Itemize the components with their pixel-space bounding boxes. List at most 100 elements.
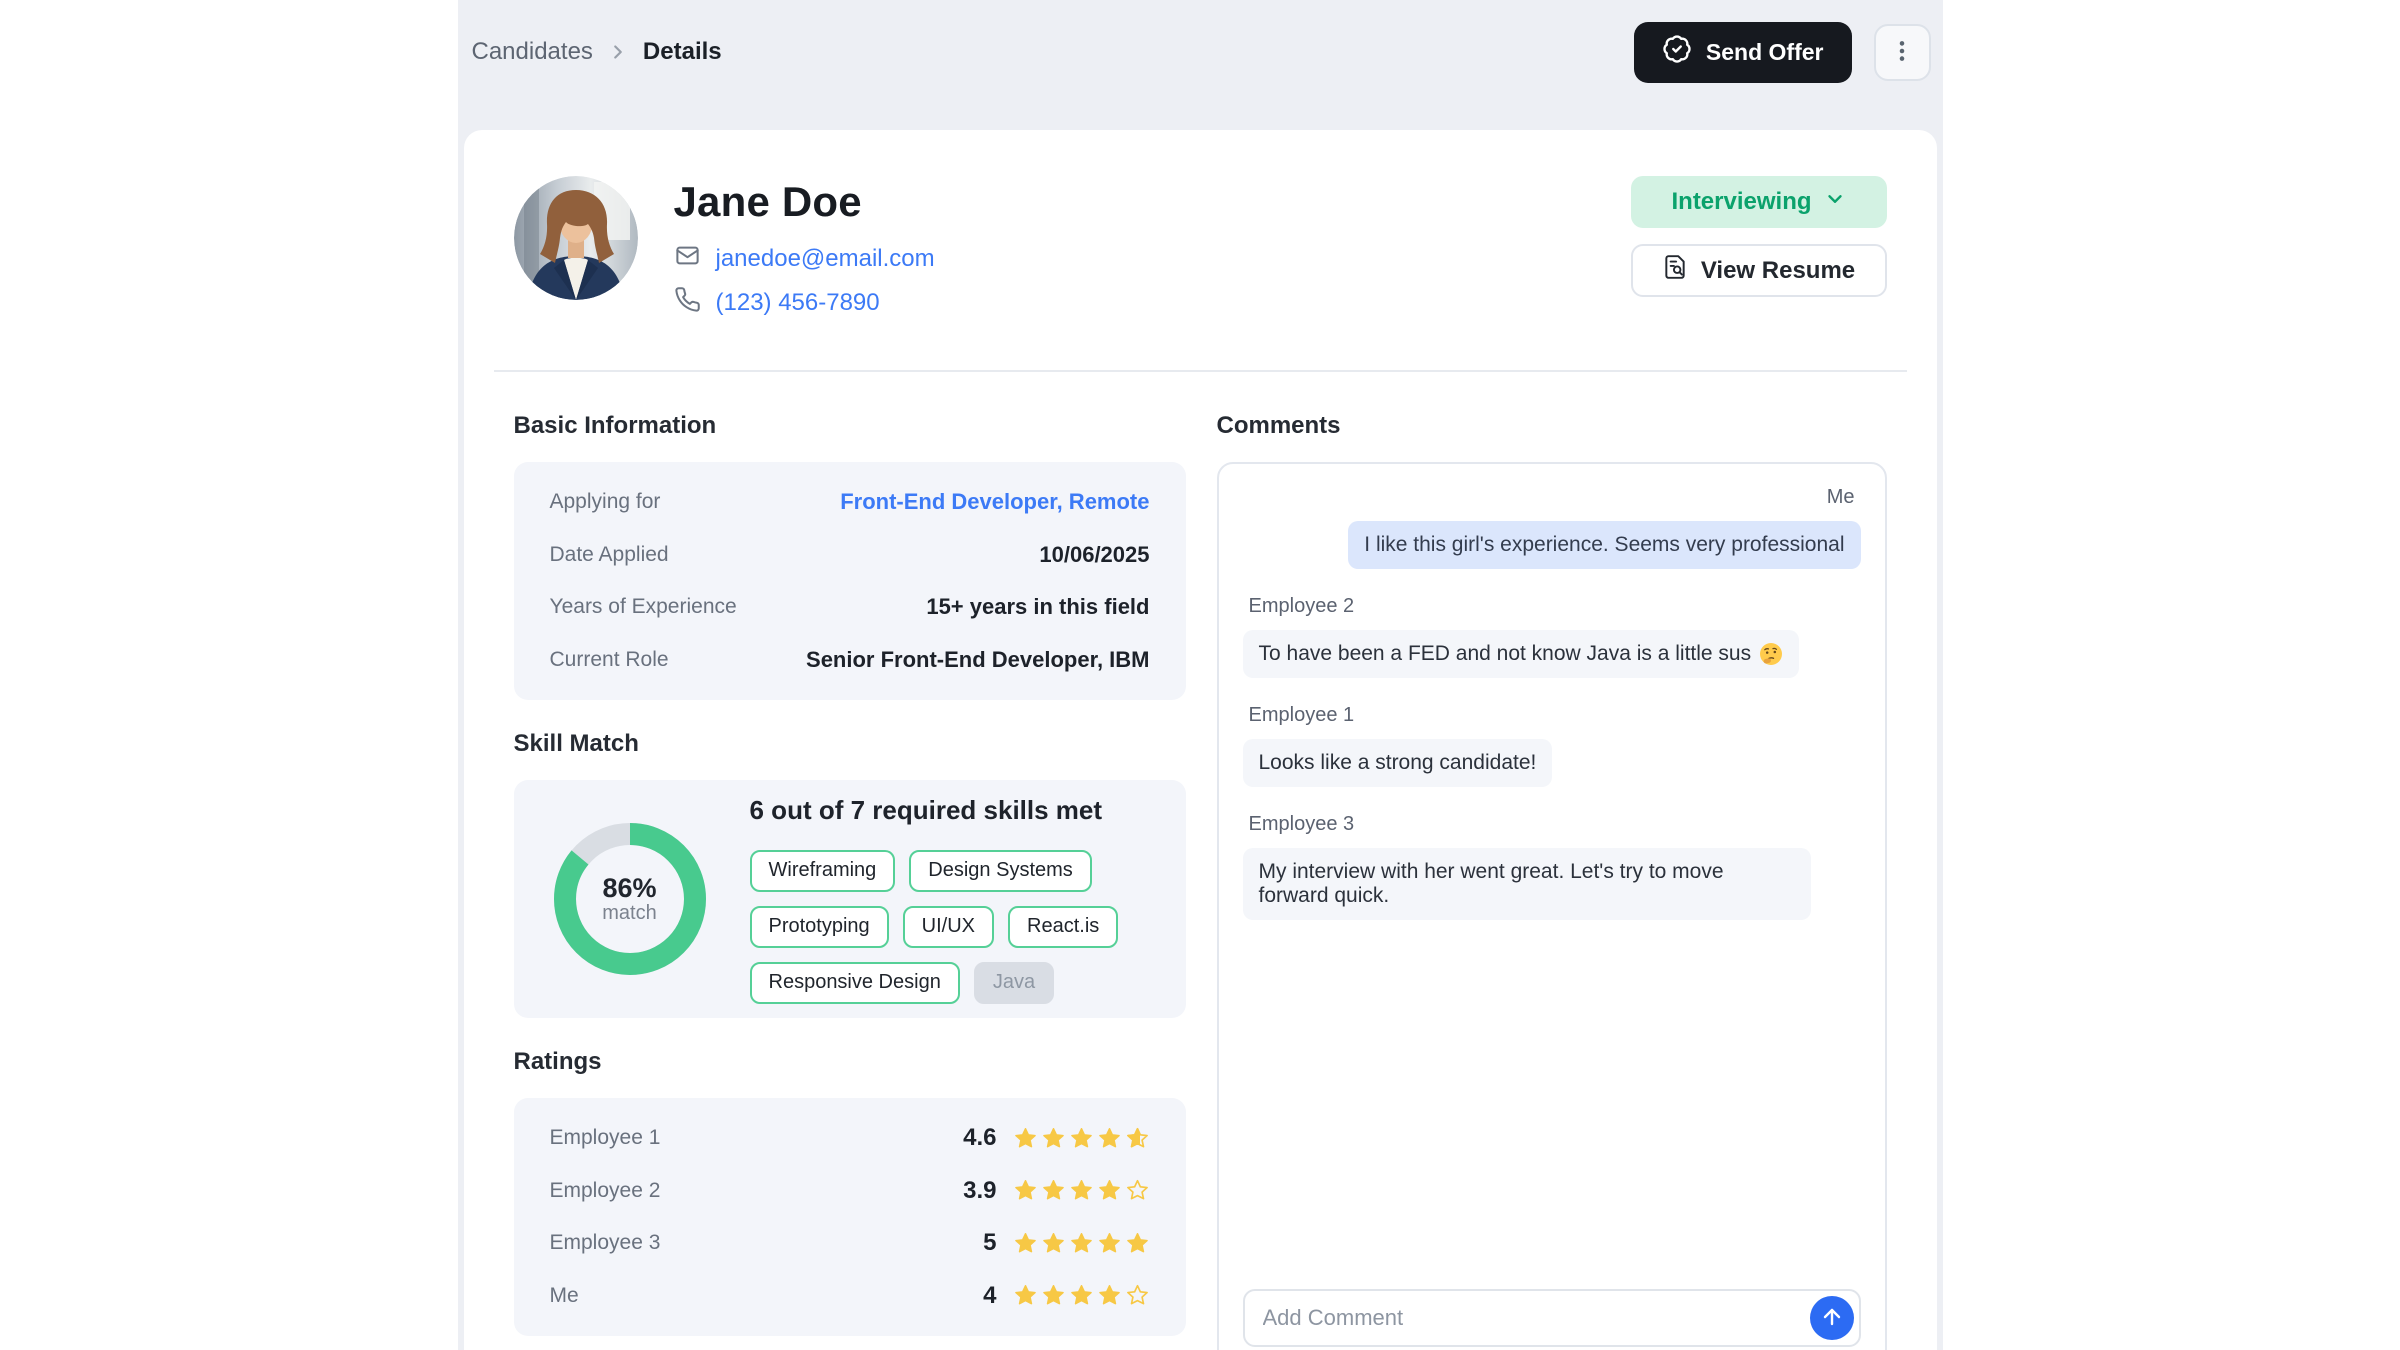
match-label: match bbox=[602, 901, 657, 924]
basic-info-panel: Applying for Front-End Developer, Remote D… bbox=[513, 462, 1186, 700]
rating-value: 5 bbox=[983, 1229, 997, 1257]
send-comment-button[interactable] bbox=[1809, 1296, 1854, 1340]
page-header: Candidates Details Send Offer bbox=[458, 0, 1943, 130]
chevron-right-icon bbox=[607, 41, 629, 63]
info-value: Senior Front-End Developer, IBM bbox=[806, 646, 1150, 672]
rating-row: Employee 1 4.6 bbox=[550, 1124, 1150, 1152]
rating-row: Me 4 bbox=[550, 1282, 1150, 1310]
view-resume-button[interactable]: View Resume bbox=[1630, 244, 1887, 297]
skill-chip-met: Responsive Design bbox=[749, 961, 960, 1004]
star-rating bbox=[1013, 1231, 1150, 1256]
badge-check-icon bbox=[1662, 34, 1692, 70]
kebab-menu-icon bbox=[1889, 38, 1915, 67]
candidate-phone[interactable]: (123) 456-7890 bbox=[715, 289, 880, 316]
info-label: Current Role bbox=[549, 647, 669, 671]
candidate-name: Jane Doe bbox=[673, 178, 862, 225]
send-offer-button[interactable]: Send Offer bbox=[1633, 21, 1852, 83]
candidate-details-page: Candidates Details Send Offer bbox=[457, 0, 1943, 1350]
rating-row: Employee 2 3.9 bbox=[550, 1177, 1150, 1205]
comment-text: Looks like a strong candidate! bbox=[1258, 751, 1537, 774]
skill-match-donut: 86% match bbox=[553, 823, 706, 975]
info-row: Current Role Senior Front-End Developer, … bbox=[550, 647, 1150, 673]
skill-chip-met: React.is bbox=[1008, 905, 1119, 948]
comment-text: My interview with her went great. Let's … bbox=[1258, 860, 1724, 907]
skill-chip-met: UI/UX bbox=[902, 905, 995, 948]
status-dropdown[interactable]: Interviewing bbox=[1630, 176, 1887, 228]
comments-title: Comments bbox=[1216, 412, 1341, 439]
section-divider bbox=[493, 370, 1907, 372]
comment-bubble: I like this girl's experience. Seems ver… bbox=[1348, 521, 1861, 569]
rating-row: Employee 3 5 bbox=[550, 1229, 1150, 1257]
status-label: Interviewing bbox=[1671, 188, 1812, 215]
info-value: 15+ years in this field bbox=[926, 594, 1150, 620]
info-label: Date Applied bbox=[549, 542, 669, 566]
skill-chip-missing: Java bbox=[973, 961, 1055, 1004]
comment-text: To have been a FED and not know Java is … bbox=[1258, 642, 1752, 665]
profile-actions: Interviewing View Resume bbox=[1630, 176, 1887, 297]
send-offer-label: Send Offer bbox=[1705, 38, 1824, 65]
ratings-panel: Employee 1 4.6 Employee 2 3.9 Employee 3 5 Me 4 bbox=[513, 1098, 1186, 1336]
details-column: Basic Information Applying for Front-End … bbox=[513, 412, 1186, 1350]
comment-message: Employee 1 Looks like a strong candidate! bbox=[1242, 704, 1861, 787]
comments-thread: Me I like this girl's experience. Seems v… bbox=[1242, 486, 1861, 1275]
basic-info-title: Basic Information bbox=[513, 412, 717, 439]
candidate-card: Jane Doe janedoe@email.com (123) 456-789… bbox=[463, 130, 1937, 1350]
comment-author: Me bbox=[1826, 486, 1855, 508]
breadcrumb-details: Details bbox=[642, 38, 722, 65]
comment-input-row bbox=[1242, 1289, 1861, 1347]
chevron-down-icon bbox=[1824, 188, 1846, 217]
rating-label: Employee 3 bbox=[549, 1231, 661, 1255]
breadcrumb: Candidates Details bbox=[472, 38, 722, 66]
skills-met-headline: 6 out of 7 required skills met bbox=[749, 794, 1103, 825]
match-percent: 86% bbox=[602, 873, 657, 904]
arrow-up-icon bbox=[1820, 1305, 1844, 1332]
comment-bubble: Looks like a strong candidate! bbox=[1242, 739, 1553, 787]
avatar bbox=[513, 176, 638, 300]
profile-header: Jane Doe janedoe@email.com (123) 456-789… bbox=[513, 176, 1887, 320]
candidate-email-row: janedoe@email.com bbox=[674, 242, 1631, 276]
add-comment-input[interactable] bbox=[1242, 1289, 1861, 1347]
more-options-button[interactable] bbox=[1873, 23, 1931, 81]
rating-label: Employee 2 bbox=[549, 1178, 661, 1202]
thinking-face-emoji bbox=[1760, 643, 1783, 665]
skill-match-panel: 86% match 6 out of 7 required skills met… bbox=[513, 780, 1186, 1018]
info-value-link[interactable]: Front-End Developer, Remote bbox=[840, 489, 1150, 515]
info-row: Years of Experience 15+ years in this fie… bbox=[550, 594, 1150, 620]
skill-chip-met: Prototyping bbox=[749, 905, 889, 948]
info-row: Applying for Front-End Developer, Remote bbox=[550, 489, 1150, 515]
comment-author: Employee 1 bbox=[1248, 704, 1355, 726]
comment-author: Employee 3 bbox=[1248, 813, 1355, 835]
phone-icon bbox=[674, 286, 701, 320]
comment-message: Employee 2 To have been a FED and not kno… bbox=[1242, 595, 1861, 678]
skill-chips: Wireframing Design Systems Prototyping UI/U… bbox=[749, 849, 1168, 1004]
view-resume-label: View Resume bbox=[1700, 256, 1856, 284]
rating-label: Employee 1 bbox=[549, 1126, 661, 1150]
candidate-identity: Jane Doe janedoe@email.com (123) 456-789… bbox=[674, 176, 1631, 320]
mail-icon bbox=[674, 242, 701, 276]
star-rating bbox=[1013, 1178, 1150, 1203]
comment-author: Employee 2 bbox=[1248, 595, 1355, 617]
rating-value: 3.9 bbox=[963, 1176, 997, 1204]
rating-value: 4 bbox=[983, 1281, 997, 1309]
ratings-title: Ratings bbox=[513, 1048, 602, 1075]
comment-message: Employee 3 My interview with her went gre… bbox=[1242, 813, 1861, 920]
header-actions: Send Offer bbox=[1633, 21, 1931, 83]
breadcrumb-candidates[interactable]: Candidates bbox=[471, 38, 593, 65]
comments-column: Comments Me I like this girl's experience… bbox=[1216, 412, 1887, 1350]
info-value: 10/06/2025 bbox=[1039, 541, 1150, 567]
comment-text: I like this girl's experience. Seems ver… bbox=[1364, 533, 1845, 556]
info-label: Applying for bbox=[549, 490, 661, 514]
skill-chip-met: Design Systems bbox=[909, 849, 1092, 892]
info-row: Date Applied 10/06/2025 bbox=[550, 542, 1150, 568]
comment-message: Me I like this girl's experience. Seems v… bbox=[1243, 486, 1861, 569]
candidate-phone-row: (123) 456-7890 bbox=[674, 286, 1631, 320]
skill-chip-met: Wireframing bbox=[749, 849, 896, 892]
comment-bubble: My interview with her went great. Let's … bbox=[1242, 848, 1812, 920]
comment-bubble: To have been a FED and not know Java is … bbox=[1242, 630, 1800, 678]
info-label: Years of Experience bbox=[549, 595, 737, 619]
file-search-icon bbox=[1662, 254, 1688, 287]
skill-match-title: Skill Match bbox=[513, 730, 639, 757]
rating-value: 4.6 bbox=[963, 1124, 997, 1152]
candidate-email[interactable]: janedoe@email.com bbox=[715, 245, 935, 272]
rating-label: Me bbox=[549, 1283, 579, 1307]
